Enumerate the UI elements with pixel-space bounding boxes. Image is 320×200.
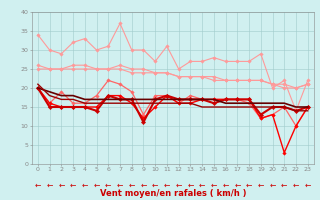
Text: ←: ← bbox=[152, 181, 158, 190]
Text: ←: ← bbox=[211, 181, 217, 190]
Text: ←: ← bbox=[105, 181, 111, 190]
Text: ←: ← bbox=[187, 181, 194, 190]
Text: ←: ← bbox=[269, 181, 276, 190]
Text: ←: ← bbox=[305, 181, 311, 190]
Text: ←: ← bbox=[293, 181, 299, 190]
Text: ←: ← bbox=[222, 181, 229, 190]
Text: ←: ← bbox=[234, 181, 241, 190]
Text: ←: ← bbox=[140, 181, 147, 190]
Text: ←: ← bbox=[246, 181, 252, 190]
Text: ←: ← bbox=[199, 181, 205, 190]
Text: ←: ← bbox=[35, 181, 41, 190]
Text: ←: ← bbox=[164, 181, 170, 190]
Text: ←: ← bbox=[93, 181, 100, 190]
Text: ←: ← bbox=[129, 181, 135, 190]
Text: ←: ← bbox=[82, 181, 88, 190]
Text: ←: ← bbox=[281, 181, 287, 190]
Text: ←: ← bbox=[117, 181, 123, 190]
Text: ←: ← bbox=[258, 181, 264, 190]
Text: ←: ← bbox=[46, 181, 53, 190]
Text: ←: ← bbox=[70, 181, 76, 190]
Text: ←: ← bbox=[175, 181, 182, 190]
Text: ←: ← bbox=[58, 181, 65, 190]
Text: Vent moyen/en rafales ( km/h ): Vent moyen/en rafales ( km/h ) bbox=[100, 189, 246, 198]
